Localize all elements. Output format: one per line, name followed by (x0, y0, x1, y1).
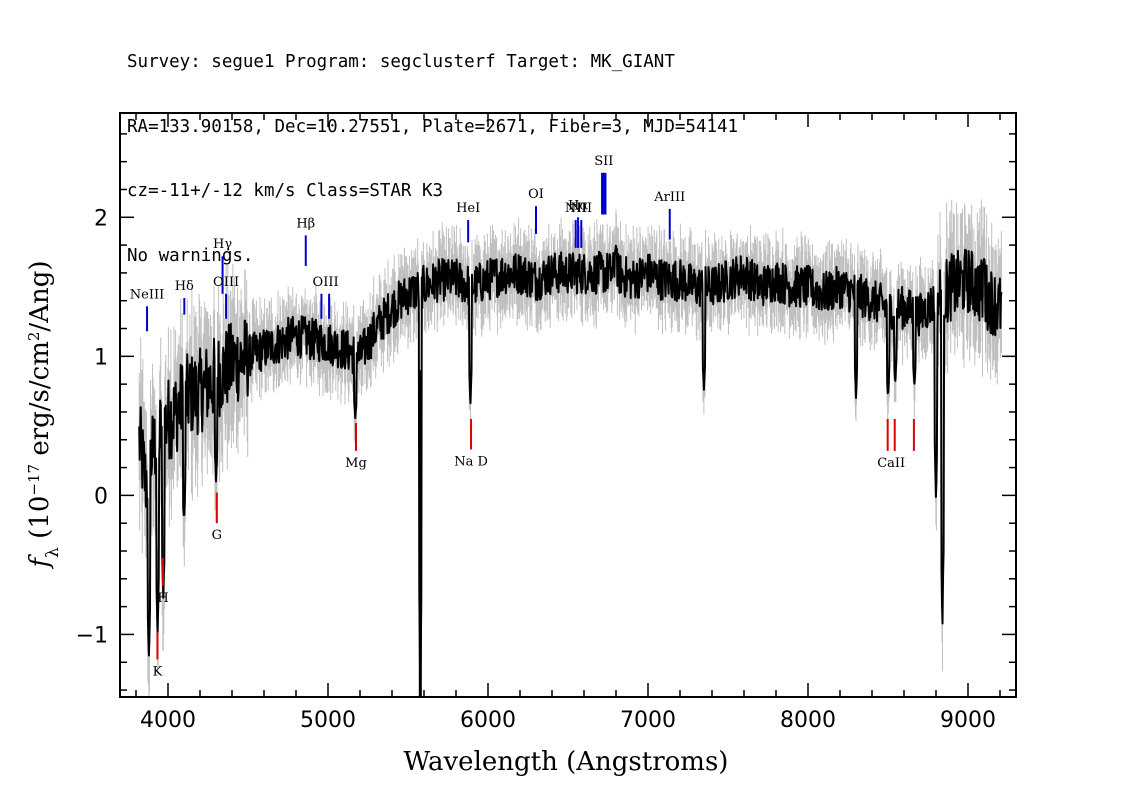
annotation-label: Hδ (175, 279, 194, 294)
annotation-label: OIII (313, 275, 339, 290)
x-tick-label: 6000 (460, 708, 516, 733)
x-tick-label: 7000 (620, 708, 676, 733)
annotation-label: ArIII (653, 190, 685, 205)
plot-axes (119, 112, 1017, 698)
flux-layer (138, 244, 1003, 697)
annotation-label: Hγ (213, 237, 232, 252)
annotation-label: Hα (568, 198, 588, 213)
annotation-k: K (153, 631, 163, 679)
y-tick-label: 0 (94, 484, 108, 509)
annotation-label: Na D (454, 454, 488, 469)
x-tick-label: 9000 (940, 708, 996, 733)
x-axis-label: Wavelength (Angstroms) (404, 747, 729, 777)
annotation-hei: HeI (456, 201, 480, 243)
plot-frame (119, 112, 1017, 698)
annotation-oiii: OIII (313, 275, 339, 319)
annotation-mg: Mg (345, 423, 367, 471)
tick-labels: 4000 5000 6000 7000 8000 9000 −1 0 1 2 (76, 206, 996, 733)
header-warnings-line: No warnings. (127, 245, 254, 266)
annotation-label: NII (570, 201, 592, 216)
annotation-label: Mg (345, 456, 367, 471)
annotation-caii: CaII (877, 418, 915, 471)
annotation-nii: NII (570, 201, 592, 248)
header-survey-line: Survey: segue1 Program: segclusterf Targ… (127, 52, 675, 72)
flux-line (138, 244, 1003, 695)
annotation-h: H (157, 557, 169, 606)
x-tick-label: 5000 (300, 708, 356, 733)
header-coordinates-line: RA=133.90158, Dec=10.27551, Plate=2671, … (127, 116, 739, 137)
annotation-na-d: Na D (454, 418, 488, 469)
annotation-label: NeIII (130, 287, 164, 302)
annotation-h-: Hγ (213, 237, 232, 294)
annotation-oi: OI (528, 187, 544, 234)
annotation-label: NII (565, 201, 587, 216)
annotation-label: CaII (877, 456, 905, 471)
annotation-h-: Hα (568, 198, 588, 248)
annotation-label: SII (594, 154, 613, 169)
annotation-label: H (157, 591, 168, 606)
annotation-label: OIII (213, 275, 239, 290)
spectrum-header: Survey: segue1 Program: segclusterf Targ… (127, 9, 738, 289)
y-tick-label: −1 (76, 623, 108, 648)
annotation-oiii: OIII (213, 275, 239, 319)
annotation-label: Hβ (296, 216, 315, 231)
annotation-nii: NII (565, 201, 587, 248)
annotation-sii: SII (594, 154, 613, 215)
annotation-neiii: NeIII (130, 287, 164, 332)
y-axis-label: fλ (10−17 erg/s/cm2/Ang) (25, 261, 63, 570)
annotation-label: K (153, 664, 163, 679)
annotation-label: G (212, 528, 222, 543)
y-tick-label: 2 (94, 206, 108, 231)
x-tick-label: 8000 (780, 708, 836, 733)
annotation-ariii: ArIII (653, 190, 685, 240)
annotation-h-: Hδ (175, 279, 194, 315)
annotation-h-: Hβ (296, 216, 315, 266)
header-redshift-line: cz=-11+/-12 km/s Class=STAR K3 (127, 181, 444, 201)
x-tick-label: 4000 (140, 708, 196, 733)
annotation-label: OI (528, 187, 544, 202)
annotation-label: HeI (456, 201, 480, 216)
annotation-g: G (212, 492, 222, 543)
y-tick-label: 1 (94, 345, 108, 370)
